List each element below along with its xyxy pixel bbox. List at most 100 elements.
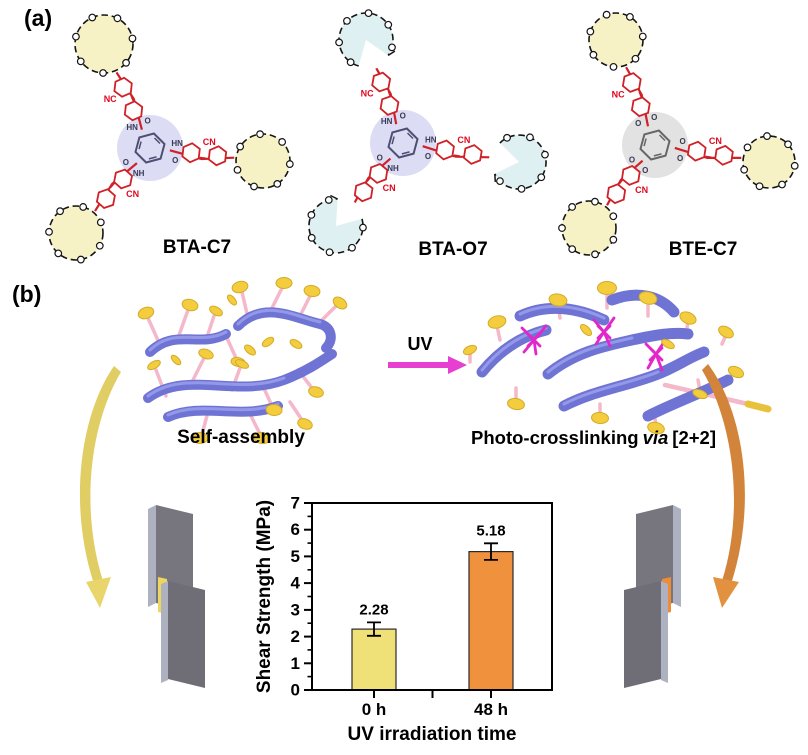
- oxygen-atom: [609, 62, 618, 71]
- oxygen-atom: [743, 143, 752, 152]
- molecule-bta-c7: NC HN O CN HN O CN NH O BTA-C7: [45, 13, 294, 264]
- oxygen-atom: [256, 130, 264, 139]
- crown-ether-fill: [49, 206, 103, 260]
- benzene-ring: [95, 188, 116, 210]
- y-tick-label: 1: [291, 654, 300, 673]
- crown-ether-fill: [75, 15, 133, 73]
- oxygen-atom: [591, 250, 599, 259]
- y-tick-label: 3: [291, 600, 300, 619]
- benzene-ring: [379, 95, 400, 116]
- oxygen-atom: [250, 182, 258, 191]
- core-highlight: [370, 110, 436, 176]
- left-arrowhead: [86, 577, 111, 608]
- oxygen-atom: [359, 223, 367, 232]
- core-double-bond: [658, 134, 666, 142]
- crosslinked-network-illustration: [462, 281, 772, 435]
- crown-ether-fill: [236, 134, 290, 188]
- carbonyl-label: O: [144, 116, 150, 125]
- core-double-bond: [148, 156, 157, 160]
- linker-label: O: [642, 166, 648, 175]
- double-bond: [130, 95, 135, 102]
- oxygen-atom: [568, 203, 577, 211]
- nitrile-label: NC: [361, 89, 374, 99]
- nitrile-label: CN: [635, 185, 648, 195]
- uv-arrowhead: [448, 356, 467, 374]
- benzene-ring: [621, 164, 641, 186]
- benzene-ring: [435, 139, 455, 161]
- oxygen-atom: [740, 165, 749, 174]
- self-assembly-illustration: [137, 277, 348, 445]
- oxygen-atom: [335, 38, 344, 47]
- linker-label: NH: [133, 169, 145, 178]
- carbonyl-label: O: [400, 111, 406, 120]
- core-double-bond: [401, 151, 410, 155]
- oxygen-atom: [537, 173, 546, 182]
- molecule-label: BTA-C7: [163, 237, 231, 258]
- benzene-ring: [368, 162, 389, 184]
- bar-0 h: [351, 628, 397, 691]
- chain-stub: [387, 50, 396, 57]
- benzene-ring: [714, 144, 734, 166]
- oxygen-atom: [325, 248, 334, 257]
- oxygen-atom: [307, 233, 316, 242]
- nitrile-label: CN: [383, 183, 396, 193]
- panel-a-structures: NC HN O CN HN O CN NH O BTA-C7 NC HN O CN HN O CN NH O BTA-…: [45, 9, 799, 264]
- photo-crosslinking-caption: Photo-crosslinking via [2+2]: [451, 427, 736, 448]
- oxygen-atom: [233, 165, 242, 174]
- oxygen-atom: [496, 177, 504, 186]
- double-bond: [199, 156, 206, 160]
- oxygen-atom: [96, 218, 105, 227]
- uv-arrow: [388, 356, 467, 374]
- oxygen-atom: [348, 243, 356, 252]
- crosslink-motifs: [520, 316, 666, 372]
- oxygen-atom: [273, 179, 282, 188]
- linker-label: HN: [171, 139, 183, 148]
- double-bond: [109, 182, 115, 189]
- nitrile-label: NC: [104, 94, 117, 104]
- chart-frame: [311, 502, 553, 691]
- oxygen-atom: [99, 69, 107, 77]
- oxygen-atom: [95, 241, 104, 250]
- oxygen-atom: [79, 203, 88, 211]
- core-double-bond: [653, 153, 662, 157]
- y-tick-label: 7: [291, 494, 300, 513]
- oxygen-atom: [88, 13, 97, 22]
- panel-b-label: (b): [12, 281, 42, 307]
- oxygen-atom: [568, 245, 577, 254]
- benzene-ring: [113, 168, 133, 190]
- core-double-bond: [643, 138, 647, 147]
- oxygen-atom: [236, 142, 245, 151]
- right-arrowhead: [713, 577, 739, 608]
- benzene-ring: [387, 127, 419, 159]
- oxygen-atom: [384, 20, 393, 29]
- benzene-ring: [621, 72, 642, 93]
- benzene-ring: [113, 76, 133, 98]
- chain-stub: [330, 194, 338, 200]
- crown-ether-fill: [743, 136, 795, 188]
- carbonyl-label: O: [377, 153, 383, 162]
- pendant-discs: [462, 281, 745, 435]
- crown-ether-arc: [308, 198, 364, 254]
- lap-shear-specimen-left: [148, 505, 205, 688]
- carbonyl-label: O: [123, 158, 129, 167]
- left-curved-arrow: [79, 366, 121, 608]
- oxygen-atom: [589, 50, 598, 59]
- oxygen-atom: [346, 58, 355, 67]
- oxygen-atom: [763, 132, 771, 140]
- oxygen-atom: [790, 161, 799, 170]
- fiber-sheen: [480, 304, 660, 406]
- oxygen-atom: [54, 249, 63, 258]
- benzene-ring: [371, 71, 392, 93]
- oxygen-atom: [113, 14, 122, 23]
- y-tick-label: 0: [291, 681, 300, 700]
- y-tick-label: 5: [291, 547, 300, 566]
- crosslink-caption-suffix: [2+2]: [672, 427, 716, 448]
- molecule-label: BTA-O7: [418, 239, 487, 260]
- crown-gap: [336, 189, 372, 226]
- error-bar: [367, 621, 381, 637]
- double-bond: [387, 90, 392, 97]
- linker-label: HN: [425, 135, 437, 144]
- benzene-ring: [639, 129, 671, 161]
